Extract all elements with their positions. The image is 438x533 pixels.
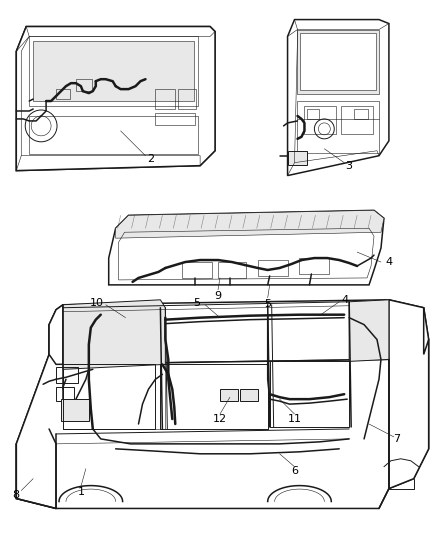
Bar [307,109,319,119]
Bar [300,34,376,90]
Text: 9: 9 [215,291,222,301]
Polygon shape [116,211,384,238]
Text: 8: 8 [12,489,19,499]
Polygon shape [389,300,429,489]
Polygon shape [389,308,429,489]
Polygon shape [109,211,384,285]
Bar [304,106,336,134]
Bar [182,262,212,278]
Text: 3: 3 [346,160,353,171]
Polygon shape [16,27,215,171]
Bar [76,79,92,91]
Polygon shape [349,300,389,361]
Text: 10: 10 [90,298,104,308]
Bar [341,106,373,134]
Text: 2: 2 [147,154,154,164]
Bar [56,387,74,401]
Bar [33,42,194,101]
Bar [288,151,307,165]
Text: 6: 6 [291,466,298,475]
Bar [240,389,258,401]
Bar [61,399,89,421]
Text: 12: 12 [213,414,227,424]
Bar [297,29,379,94]
Polygon shape [16,354,389,508]
Text: 4: 4 [341,295,348,305]
Bar [300,258,329,274]
Bar [155,113,195,125]
Bar [354,109,368,119]
Polygon shape [63,300,165,369]
Polygon shape [16,27,215,171]
Polygon shape [49,300,429,365]
Bar [178,89,196,109]
Bar [29,36,198,106]
Text: 11: 11 [287,414,301,424]
Bar [29,116,198,154]
Polygon shape [16,325,56,508]
Bar [56,89,70,99]
Polygon shape [49,305,63,399]
Bar [155,89,175,109]
Bar [258,260,288,276]
Text: 1: 1 [78,487,85,497]
Text: 7: 7 [393,434,400,444]
Bar [297,101,379,153]
Text: 5: 5 [264,299,271,309]
Text: 4: 4 [385,257,392,267]
Bar [218,262,246,278]
Bar [220,389,238,401]
Text: 5: 5 [193,298,200,308]
Polygon shape [288,20,389,175]
Bar [56,367,78,383]
